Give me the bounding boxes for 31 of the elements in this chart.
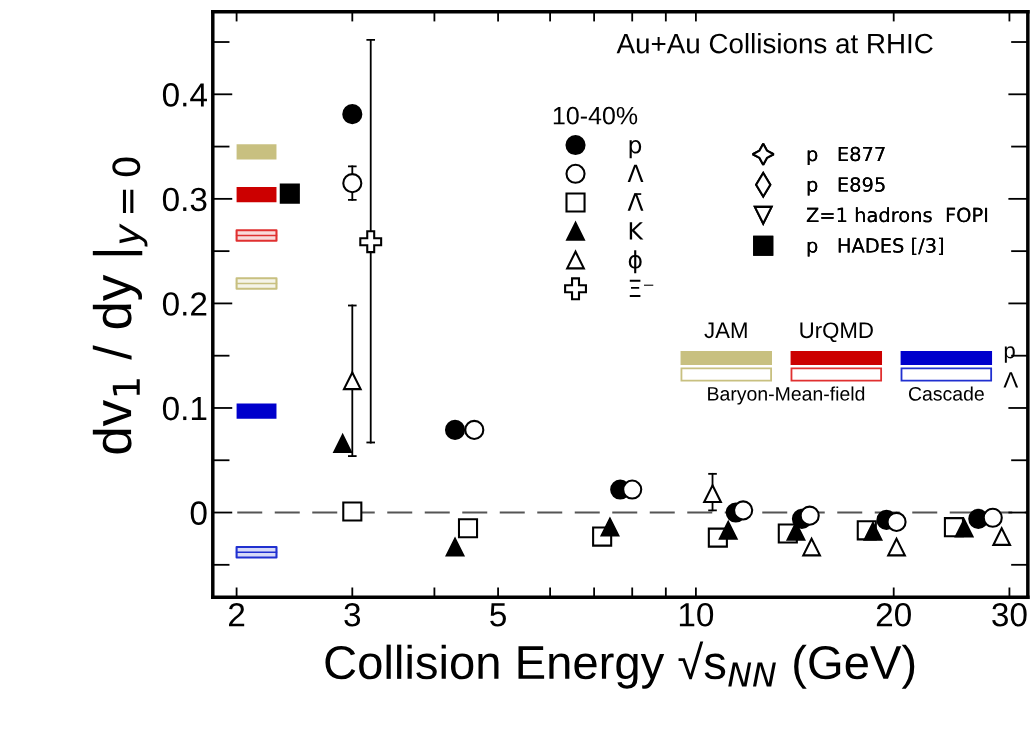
x-tick-label: 30 <box>992 602 1027 627</box>
annotation: Cascade <box>908 386 984 401</box>
annotation: UrQMD <box>800 322 873 343</box>
y-tick-label: 0.2 <box>162 292 207 316</box>
legend-label: Ξ⁻ <box>629 279 654 298</box>
legend-label: K <box>629 222 644 240</box>
y-tick-label: 0.4 <box>162 83 207 107</box>
legend-label: Λ̄ <box>627 193 644 211</box>
x-axis-title: Collision Energy √s$_{NN}$ (GeV) <box>325 641 915 689</box>
y-tick-label: 0.1 <box>162 396 207 421</box>
x-tick-label: 2 <box>229 602 245 627</box>
annotation: p <box>1004 346 1015 363</box>
legend-title: 10-40% <box>553 106 638 125</box>
x-tick-label: 5 <box>490 603 506 627</box>
annotation: Baryon-Mean-field <box>708 386 865 405</box>
legend-label: p HADES [/3] <box>807 237 944 257</box>
x-tick-label: 20 <box>876 602 911 627</box>
annotation: Λ <box>1003 372 1019 388</box>
y-tick-label: 0.3 <box>162 187 207 212</box>
legend-label: Λ <box>627 164 644 183</box>
x-tick-label: 10 <box>679 602 714 627</box>
x-tick-label: 3 <box>344 602 361 627</box>
legend-label: p E895 <box>807 177 885 196</box>
y-axis-title: dv$_{1}$ / dy |$_{y=0}$ <box>92 157 148 454</box>
text: Au+Au Collisions at RHIC <box>616 33 933 54</box>
y-tick-label: 0 <box>190 501 207 525</box>
legend-label: p E877 <box>807 146 885 166</box>
legend-label: Z=1 hadrons FOPI <box>806 207 988 223</box>
legend-label: ϕ <box>628 250 642 274</box>
annotation: JAM <box>704 322 747 339</box>
legend-label: p <box>629 140 642 159</box>
